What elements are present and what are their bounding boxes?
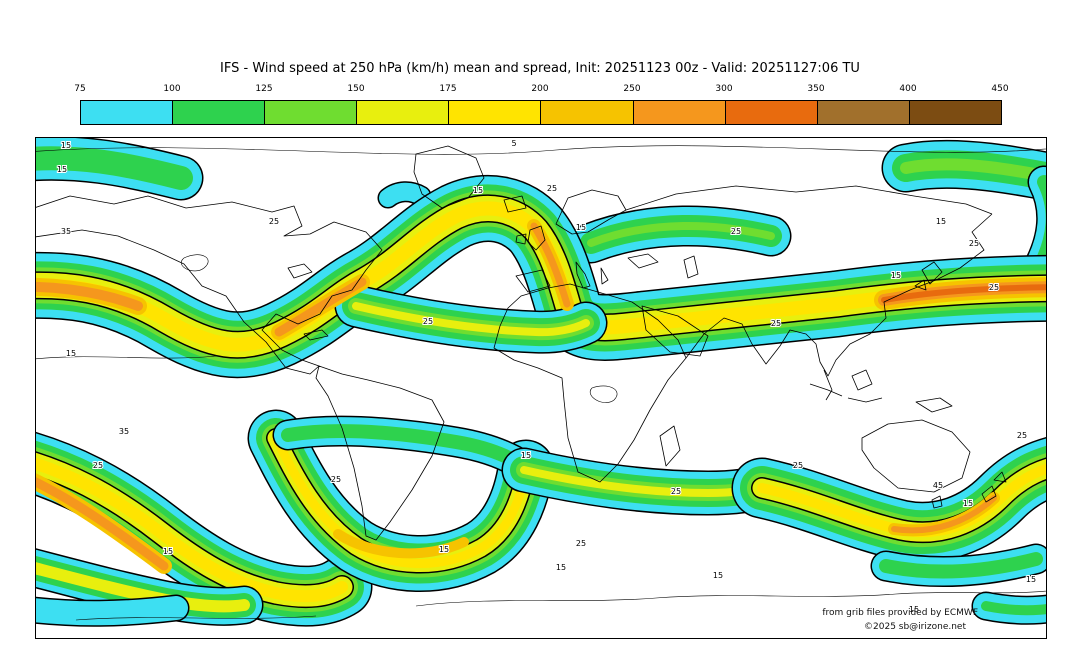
wind-band-layer <box>379 182 430 207</box>
contour-label: 15 <box>909 605 919 614</box>
world-map: 15 15 5 15 25 25 15 25 15 25 15 25 35 15 25 25 35 25 15 25 1… <box>36 138 1046 627</box>
colorbar-segment <box>817 101 910 124</box>
contour-label: 15 <box>163 547 173 556</box>
colorbar-segment <box>633 101 726 124</box>
colorbar-tick: 75 <box>74 84 86 94</box>
contour-label: 35 <box>61 227 71 236</box>
colorbar-segment <box>265 101 358 124</box>
colorbar-segment <box>909 101 1001 124</box>
wind-band-layer <box>879 552 1043 579</box>
contour-label: 15 <box>963 499 973 508</box>
wind-band-layer <box>36 477 169 571</box>
contour-label: 15 <box>61 141 71 150</box>
coastlines <box>36 145 1007 541</box>
wind-band-layer <box>36 146 193 190</box>
wind-speed-bands <box>36 138 1046 627</box>
colorbar-tick: 450 <box>991 84 1009 94</box>
wind-band-layer <box>274 277 367 337</box>
contour-label: 25 <box>969 239 979 248</box>
contour-labels: 15 15 5 15 25 25 15 25 15 25 15 25 35 15 25 25 35 25 15 25 1… <box>56 138 1037 615</box>
colorbar-tick: 200 <box>531 84 549 94</box>
contour-label: 5 <box>511 139 516 148</box>
contour-label: 25 <box>331 475 341 484</box>
colorbar-segment <box>449 101 542 124</box>
map-frame: 15 15 5 15 25 25 15 25 15 25 15 25 35 15 25 25 35 25 15 25 1… <box>35 137 1047 639</box>
wind-band-layer <box>36 562 250 613</box>
colorbar <box>80 100 1002 125</box>
contour-label: 25 <box>671 487 681 496</box>
contour-label: 15 <box>521 451 531 460</box>
wind-band-layer <box>587 222 775 247</box>
colorbar-tick: 100 <box>163 84 181 94</box>
wind-band-layer <box>36 281 143 311</box>
contour-label: 15 <box>57 165 67 174</box>
contour-label: 15 <box>713 571 723 580</box>
wind-band-layer <box>900 158 1046 183</box>
attribution-ecmwf: from grib files provided by ECMWF <box>822 608 978 618</box>
contour-label: 25 <box>269 217 279 226</box>
contour-label: 25 <box>1017 431 1027 440</box>
contour-label: 15 <box>473 186 483 195</box>
contour-label: 35 <box>119 427 129 436</box>
wind-band-layer <box>891 495 997 534</box>
contour-label: 25 <box>93 461 103 470</box>
contour-label: 15 <box>1026 575 1036 584</box>
contour-label: 25 <box>731 227 741 236</box>
colorbar-segment <box>541 101 634 124</box>
wind-band-layer <box>36 457 348 603</box>
wind-band-layer <box>881 284 1046 303</box>
wind-band-layer <box>981 601 1046 616</box>
attribution-copyright: ©2025 sb@irizone.net <box>864 622 966 632</box>
colorbar-segment <box>81 101 174 124</box>
chart-title: IFS - Wind speed at 250 hPa (km/h) mean … <box>220 61 860 76</box>
wind-band-layer <box>281 424 529 472</box>
colorbar-segment <box>357 101 450 124</box>
colorbar-segment <box>173 101 266 124</box>
wind-band-layer <box>36 596 188 626</box>
contour-label: 15 <box>891 271 901 280</box>
contour-label: 15 <box>66 349 76 358</box>
wind-band-layer <box>530 222 571 308</box>
colorbar-tick: 150 <box>347 84 365 94</box>
wind-band-layer <box>352 302 590 337</box>
colorbar-tick: 250 <box>623 84 641 94</box>
spread-contour-lines <box>36 145 1046 621</box>
contour-label: 25 <box>793 461 803 470</box>
contour-label: 15 <box>936 217 946 226</box>
colorbar-tick: 125 <box>255 84 273 94</box>
wind-band-layer <box>333 529 469 559</box>
colorbar-tick: 350 <box>807 84 825 94</box>
contour-label: 15 <box>576 223 586 232</box>
contour-label: 25 <box>771 319 781 328</box>
colorbar-segment <box>725 101 818 124</box>
colorbar-tick: 300 <box>715 84 733 94</box>
wind-band-layer <box>271 433 531 568</box>
contour-label: 25 <box>989 283 999 292</box>
colorbar-tick: 175 <box>439 84 457 94</box>
contour-label: 25 <box>547 184 557 193</box>
colorbar-tick: 400 <box>899 84 917 94</box>
contour-label: 25 <box>423 317 433 326</box>
contour-label: 15 <box>439 545 449 554</box>
colorbar-ticks: 75 100 125 150 175 200 250 300 350 400 450 <box>74 84 1008 96</box>
contour-label: 25 <box>576 539 586 548</box>
contour-label: 15 <box>556 563 566 572</box>
contour-label: 45 <box>933 481 943 490</box>
